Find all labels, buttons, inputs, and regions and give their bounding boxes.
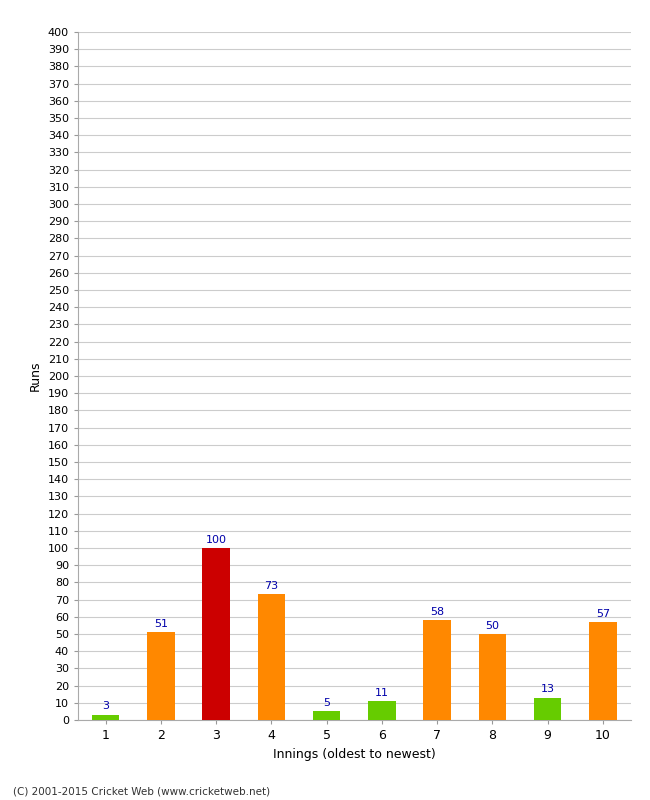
Text: 57: 57 xyxy=(596,609,610,618)
Text: 11: 11 xyxy=(375,688,389,698)
Text: (C) 2001-2015 Cricket Web (www.cricketweb.net): (C) 2001-2015 Cricket Web (www.cricketwe… xyxy=(13,786,270,796)
Text: 51: 51 xyxy=(154,619,168,629)
Text: 5: 5 xyxy=(323,698,330,708)
Bar xyxy=(423,620,451,720)
Bar xyxy=(368,701,396,720)
X-axis label: Innings (oldest to newest): Innings (oldest to newest) xyxy=(273,747,436,761)
Bar xyxy=(147,632,175,720)
Bar xyxy=(92,715,120,720)
Bar xyxy=(257,594,285,720)
Text: 13: 13 xyxy=(541,684,554,694)
Bar xyxy=(534,698,562,720)
Text: 100: 100 xyxy=(205,534,227,545)
Y-axis label: Runs: Runs xyxy=(29,361,42,391)
Bar xyxy=(313,711,341,720)
Text: 3: 3 xyxy=(102,702,109,711)
Bar xyxy=(478,634,506,720)
Text: 50: 50 xyxy=(486,621,499,630)
Text: 58: 58 xyxy=(430,606,444,617)
Bar xyxy=(202,548,230,720)
Bar xyxy=(589,622,617,720)
Text: 73: 73 xyxy=(265,581,278,591)
